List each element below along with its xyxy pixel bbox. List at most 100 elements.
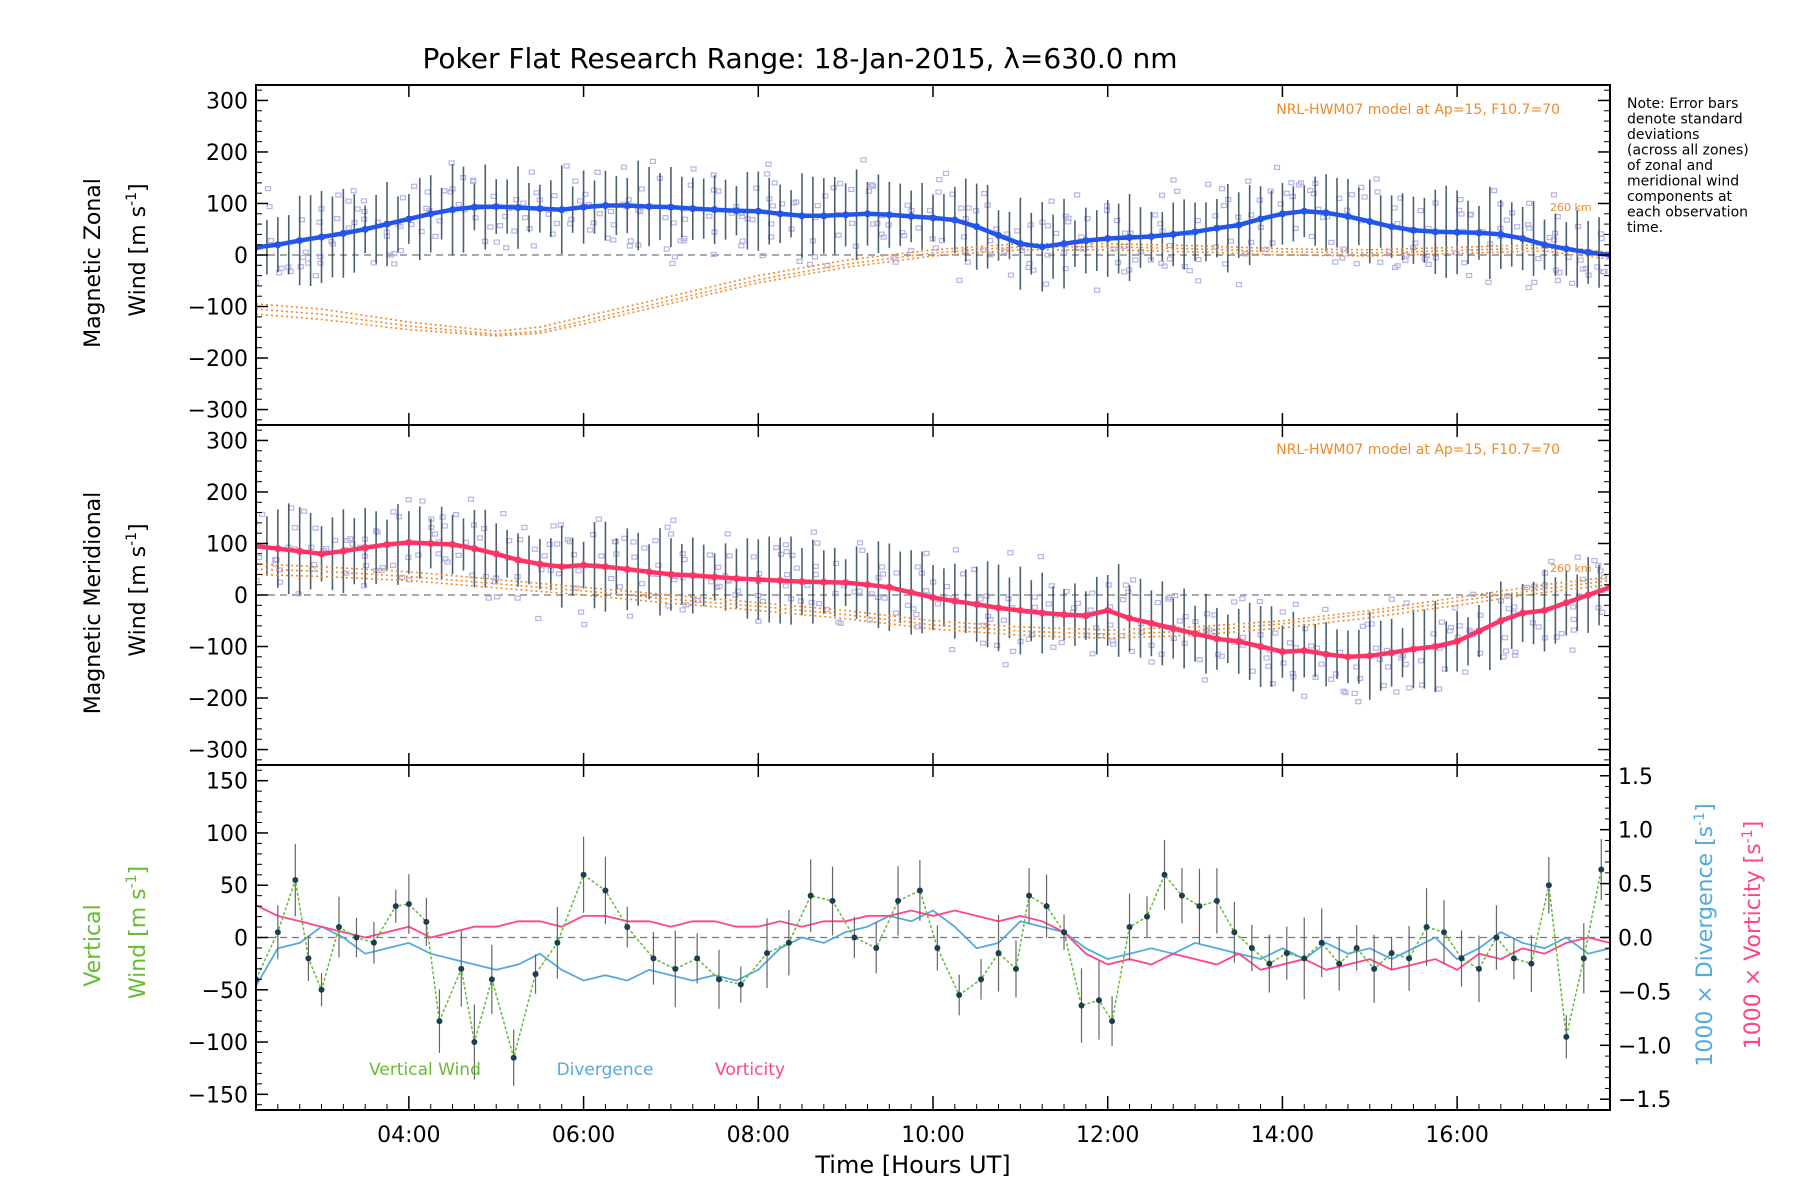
zone-point xyxy=(1166,256,1174,262)
x-tick-label: 10:00 xyxy=(901,1123,964,1148)
zone-point xyxy=(1031,594,1038,600)
zone-point xyxy=(278,265,285,271)
zone-point xyxy=(360,198,368,204)
mean-wind-point xyxy=(1366,218,1374,226)
zone-point xyxy=(1451,605,1459,611)
vertical-wind-point xyxy=(1213,897,1220,904)
mean-wind-point xyxy=(1409,645,1417,653)
note-line: components at xyxy=(1627,189,1733,205)
zone-point xyxy=(1089,651,1096,657)
zone-point xyxy=(1535,255,1542,262)
mean-wind-point xyxy=(907,588,915,596)
mean-wind-point xyxy=(711,573,719,581)
zone-point xyxy=(870,221,877,227)
model-curve xyxy=(256,249,1610,337)
zone-point xyxy=(563,163,570,169)
zone-point xyxy=(1403,600,1410,606)
zone-point xyxy=(749,216,756,223)
y-label-sup: -1 xyxy=(124,532,140,546)
mean-wind-point xyxy=(1497,617,1505,625)
mean-wind-point xyxy=(1322,209,1330,217)
zone-point xyxy=(455,201,462,207)
y2-label-vort-text: 1000 × Vorticity [s xyxy=(1741,843,1766,1049)
zone-point xyxy=(655,562,662,568)
mean-wind-point xyxy=(667,570,675,578)
zone-point xyxy=(1154,599,1161,606)
zone-point xyxy=(1611,558,1616,562)
zone-point xyxy=(1087,607,1094,613)
mean-wind-point xyxy=(1213,224,1221,232)
note-line: deviations xyxy=(1627,127,1699,143)
zone-point xyxy=(273,557,280,563)
vertical-wind-point xyxy=(392,903,399,910)
zone-point xyxy=(706,213,713,219)
mean-wind-point xyxy=(732,207,740,215)
vertical-wind-point xyxy=(1441,929,1448,936)
zone-point xyxy=(299,254,307,261)
zone-point xyxy=(1263,655,1270,661)
note-line: meridional wind xyxy=(1627,174,1739,190)
y-label-line2: Wind [m s-1] xyxy=(124,183,151,316)
mean-wind-point xyxy=(1191,630,1199,638)
vertical-wind-point xyxy=(895,897,902,904)
mean-wind-point xyxy=(995,231,1003,239)
mean-wind-point xyxy=(514,556,522,564)
mean-wind-point xyxy=(776,577,784,585)
zone-point xyxy=(943,584,950,590)
zone-point xyxy=(310,561,318,568)
y2-tick-label: 1.5 xyxy=(1618,765,1653,790)
zone-point xyxy=(470,178,477,185)
y2-tick-label: 0.5 xyxy=(1618,873,1653,898)
zone-point xyxy=(1014,228,1021,234)
mean-wind-point xyxy=(1584,248,1592,256)
zone-point xyxy=(915,225,922,231)
zone-point xyxy=(535,615,542,622)
mean-wind-point xyxy=(1540,241,1548,249)
zone-point xyxy=(1109,638,1116,644)
zone-point xyxy=(345,198,352,204)
mean-wind-point xyxy=(1147,232,1155,240)
zone-point xyxy=(1128,648,1135,655)
zone-point xyxy=(641,545,648,551)
zone-point xyxy=(1417,658,1425,664)
zone-point xyxy=(1310,190,1317,197)
vertical-wind-point xyxy=(785,939,792,946)
y-tick-label: 0 xyxy=(234,244,248,269)
zone-point xyxy=(1374,189,1381,195)
vertical-wind-point xyxy=(305,955,312,962)
zone-point xyxy=(1176,618,1184,624)
zone-point xyxy=(1340,688,1347,694)
vertical-wind-point xyxy=(737,981,744,988)
mean-wind-point xyxy=(689,571,697,579)
zone-point xyxy=(557,522,564,528)
mean-wind-point xyxy=(1344,653,1352,661)
zone-point xyxy=(1373,176,1380,182)
zone-point xyxy=(936,177,943,183)
vertical-wind-point xyxy=(1545,882,1552,889)
zone-point xyxy=(865,188,872,194)
zone-point xyxy=(726,553,733,559)
vertical-wind-point xyxy=(916,887,923,894)
zone-point xyxy=(1132,257,1139,263)
zone-point xyxy=(1195,278,1202,284)
zone-point xyxy=(1044,252,1051,258)
zone-point xyxy=(942,170,950,177)
vertical-wind-point xyxy=(1178,892,1185,899)
y-label-line2-text: Wind [m s xyxy=(126,206,151,317)
vertical-wind-point xyxy=(1095,997,1102,1004)
zone-point xyxy=(1500,654,1507,660)
zone-point xyxy=(1248,212,1255,218)
vertical-wind-point xyxy=(1248,944,1255,951)
zone-point xyxy=(913,611,920,618)
vertical-wind-point xyxy=(1406,955,1413,962)
zone-point xyxy=(663,246,670,252)
zone-point xyxy=(796,258,803,264)
vertical-wind-point xyxy=(1563,1033,1570,1040)
mean-wind-point xyxy=(449,206,457,214)
zone-point xyxy=(1402,257,1409,264)
zone-point xyxy=(1477,650,1484,656)
note-line: of zonal and xyxy=(1627,158,1713,174)
zone-point xyxy=(1273,164,1281,171)
y-tick-label: 300 xyxy=(206,89,248,114)
zone-point xyxy=(1074,600,1082,606)
